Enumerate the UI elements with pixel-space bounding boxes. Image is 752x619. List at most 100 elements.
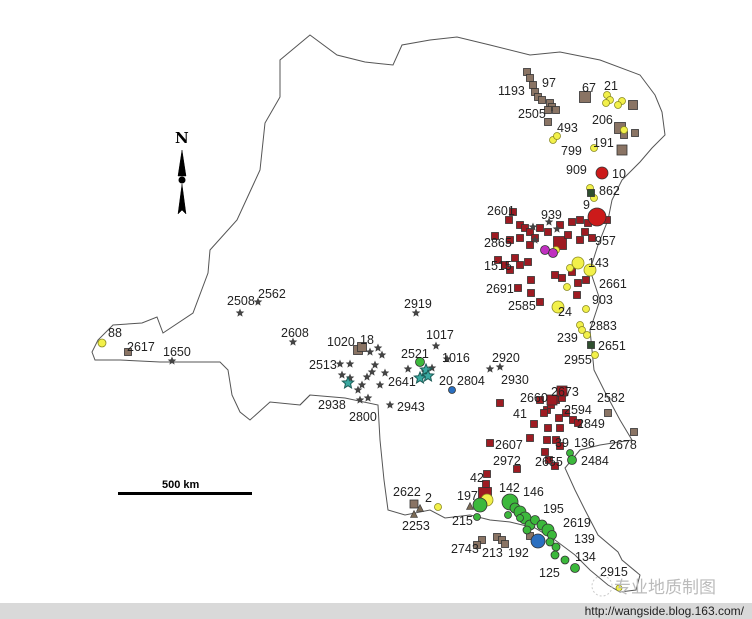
point-label: 191	[593, 136, 614, 150]
dark-red-square-marker	[556, 442, 564, 450]
dark-red-square-marker	[573, 291, 581, 299]
point-label: 2972	[493, 454, 521, 468]
dark-red-square-marker	[526, 241, 534, 249]
yellow-circle-marker	[97, 338, 107, 348]
point-label: 2660	[520, 391, 548, 405]
point-label: 903	[592, 293, 613, 307]
point-label: 2505	[518, 107, 546, 121]
brown-square-marker	[544, 118, 552, 126]
point-label: 2607	[495, 438, 523, 452]
star-marker	[337, 370, 347, 379]
dark-red-square-marker	[514, 284, 522, 292]
point-label: 493	[557, 121, 578, 135]
watermark: 专业地质制图	[591, 575, 716, 598]
dark-red-square-marker	[551, 462, 559, 470]
brown-square-marker	[501, 540, 509, 548]
dark-red-square-marker	[558, 274, 566, 282]
star-marker	[355, 395, 365, 404]
star-marker	[353, 385, 363, 394]
yellow-circle-marker	[620, 126, 628, 134]
green-circle-marker	[472, 497, 488, 513]
brown-square-marker	[526, 74, 534, 82]
point-label: 2955	[564, 353, 592, 367]
point-label: 1017	[426, 328, 454, 342]
point-label: 2915	[600, 565, 628, 579]
point-label: 2865	[484, 236, 512, 250]
dark-red-square-marker	[552, 436, 560, 444]
dark-green-square-marker	[587, 341, 595, 349]
point-label: 2582	[597, 391, 625, 405]
yellow-circle-marker	[553, 132, 561, 140]
star-marker	[495, 362, 505, 371]
yellow-circle-marker	[615, 584, 623, 592]
dark-red-square-marker	[491, 232, 499, 240]
dark-red-square-marker	[483, 470, 491, 478]
brown-square-marker	[409, 499, 419, 509]
dark-red-square-marker	[545, 456, 553, 464]
red-circle-marker	[595, 166, 609, 180]
point-label: 1016	[442, 351, 470, 365]
dark-red-square-marker	[581, 228, 589, 236]
point-label: 20	[439, 374, 453, 388]
point-label: 799	[561, 144, 582, 158]
green-circle-marker	[522, 525, 532, 535]
dark-red-square-marker	[486, 439, 494, 447]
yellow-circle-marker	[591, 351, 599, 359]
yellow-circle-marker	[434, 503, 442, 511]
outer-border	[91, 34, 666, 593]
star-marker	[385, 400, 395, 409]
point-label: 2919	[404, 297, 432, 311]
point-label: 909	[566, 163, 587, 177]
point-label: 125	[539, 566, 560, 580]
point-label: 2743	[451, 542, 479, 556]
dark-green-square-marker	[587, 189, 595, 197]
point-label: 42	[470, 471, 484, 485]
yellow-circle-marker	[602, 99, 610, 107]
dark-red-square-marker	[574, 419, 582, 427]
star-marker	[431, 341, 441, 350]
star-marker	[363, 393, 373, 402]
point-label: 206	[592, 113, 613, 127]
point-label: 146	[523, 485, 544, 499]
point-label: 2655	[535, 455, 563, 469]
teal-star-marker	[341, 375, 355, 389]
point-label: 139	[574, 532, 595, 546]
point-label: 2673	[551, 385, 579, 399]
point-label: 2622	[393, 485, 421, 499]
dark-red-square-marker	[521, 224, 529, 232]
point-label: 2562	[258, 287, 286, 301]
point-label: 9	[583, 198, 590, 212]
yellow-circle-marker	[563, 283, 571, 291]
north-arrow-icon	[177, 149, 187, 215]
brown-square-marker	[357, 342, 367, 352]
internal-border	[299, 394, 311, 406]
dark-red-square-marker	[526, 434, 534, 442]
point-label: 2651	[598, 339, 626, 353]
yellow-circle-marker	[582, 305, 590, 313]
point-label: 2601	[487, 204, 515, 218]
point-label: 1515	[484, 259, 512, 273]
point-label: 136	[574, 436, 595, 450]
brown-square-marker	[604, 409, 612, 417]
star-marker	[530, 235, 540, 244]
dark-red-square-marker	[506, 266, 514, 274]
triangle-marker	[466, 501, 474, 510]
brown-square-marker	[478, 536, 486, 544]
deposit-labels: 1193 97 67 21 2505 493 206 799 191 909 10 862 9 2601 9…	[108, 76, 637, 580]
dark-red-square-marker	[582, 276, 590, 284]
dark-red-square-marker	[551, 271, 559, 279]
dark-red-square-marker	[568, 218, 576, 226]
star-marker	[544, 217, 554, 226]
dark-red-square-marker	[556, 385, 568, 397]
yellow-circle-marker	[571, 256, 585, 270]
star-marker	[380, 368, 390, 377]
dark-red-square-marker	[544, 424, 552, 432]
point-label: 862	[599, 184, 620, 198]
yellow-circle-marker	[583, 263, 597, 277]
point-label: 2585	[508, 299, 536, 313]
green-circle-marker	[545, 537, 555, 547]
point-label: 21	[604, 79, 618, 93]
point-label: 88	[108, 326, 122, 340]
green-circle-marker	[530, 515, 540, 525]
point-label: 67	[582, 81, 596, 95]
